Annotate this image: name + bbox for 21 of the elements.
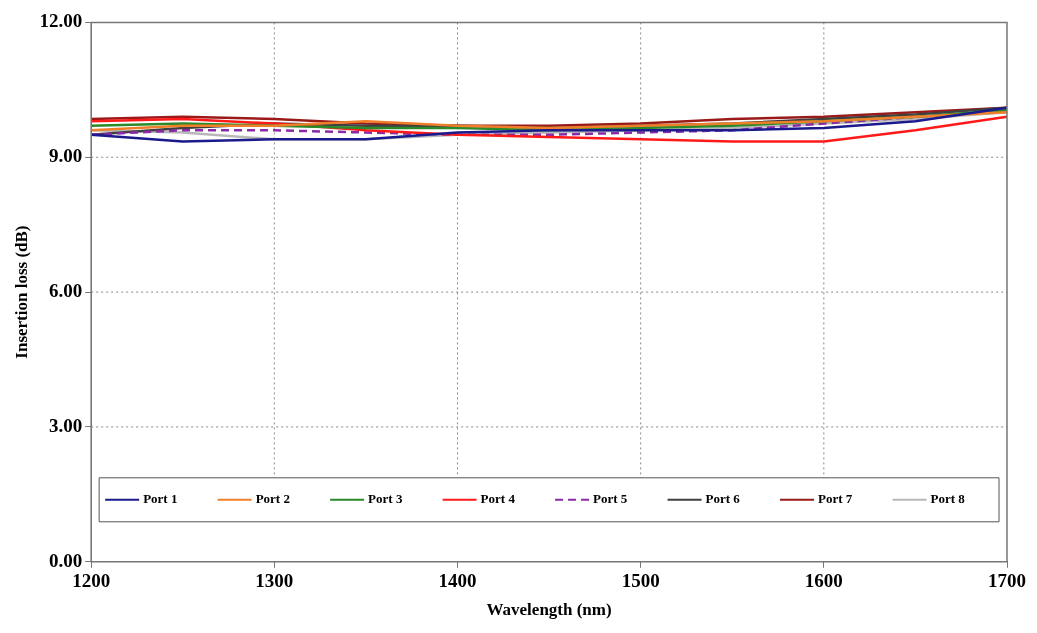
y-tick-label: 12.00 xyxy=(39,10,83,32)
y-tick-label: 0.00 xyxy=(48,549,83,571)
y-tick-label: 6.00 xyxy=(48,280,83,302)
legend-label: Port 5 xyxy=(593,491,628,507)
legend-label: Port 2 xyxy=(255,491,290,507)
x-tick-label: 1400 xyxy=(438,570,477,592)
x-axis-title: Wavelength (nm) xyxy=(486,600,612,620)
legend-label: Port 7 xyxy=(818,491,853,507)
y-tick-label: 9.00 xyxy=(48,145,83,167)
x-tick-label: 1600 xyxy=(804,570,843,592)
x-tick-label: 1200 xyxy=(72,570,111,592)
legend-label: Port 1 xyxy=(143,491,178,507)
x-tick-label: 1300 xyxy=(255,570,294,592)
y-axis-title: Insertion loss (dB) xyxy=(11,225,31,359)
legend-label: Port 3 xyxy=(368,491,403,507)
x-tick-label: 1500 xyxy=(621,570,660,592)
legend-label: Port 4 xyxy=(480,491,516,507)
legend-label: Port 8 xyxy=(930,491,966,507)
x-tick-label: 1700 xyxy=(988,570,1026,592)
legend-label: Port 6 xyxy=(705,491,741,507)
y-tick-label: 3.00 xyxy=(48,414,83,436)
